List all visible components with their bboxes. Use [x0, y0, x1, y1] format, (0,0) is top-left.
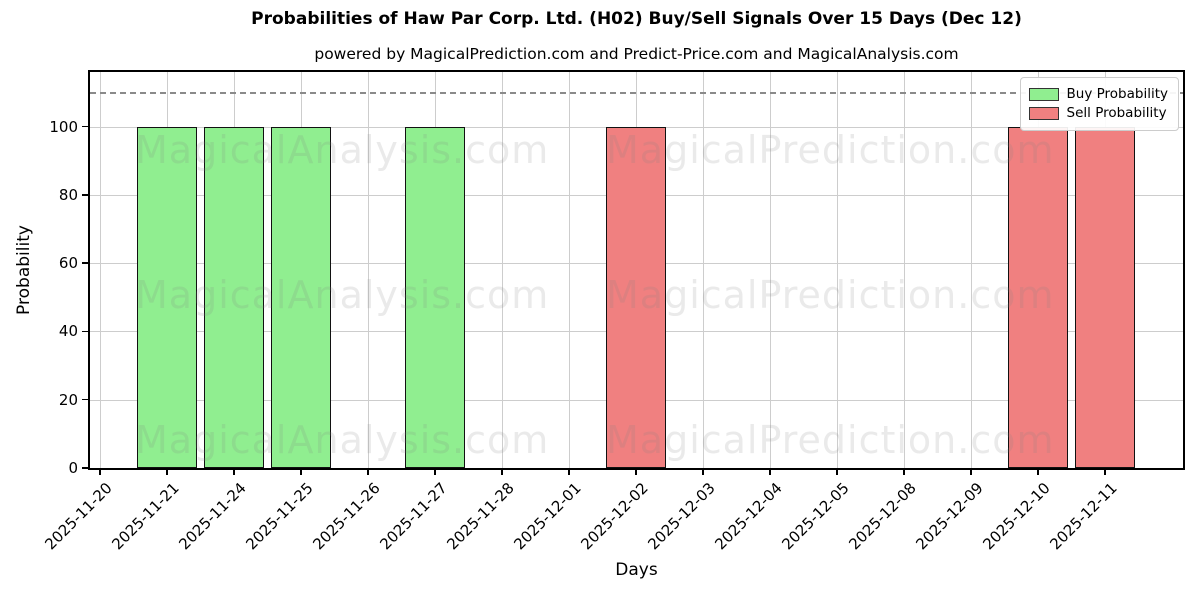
y-tick-label: 20: [58, 390, 78, 409]
y-tick-label: 80: [58, 185, 78, 204]
x-gridline: [502, 72, 503, 468]
watermark-text: MagicalPrediction.com: [606, 273, 1055, 317]
x-gridline: [837, 72, 838, 468]
x-tick-mark: [903, 470, 905, 475]
y-tick-label: 60: [58, 254, 78, 273]
bar: [1075, 126, 1135, 468]
x-tick-mark: [233, 470, 235, 475]
watermark-text: MagicalAnalysis.com: [135, 418, 550, 462]
y-tick-mark: [82, 467, 88, 469]
x-tick-mark: [769, 470, 771, 475]
x-tick-mark: [970, 470, 972, 475]
sell-probability-swatch: [1028, 106, 1059, 120]
watermark-text: MagicalPrediction.com: [606, 418, 1055, 462]
y-tick-label: 40: [58, 322, 78, 341]
x-gridline: [971, 72, 972, 468]
x-gridline: [904, 72, 905, 468]
x-gridline: [569, 72, 570, 468]
legend: Buy Probability Sell Probability: [1019, 77, 1179, 131]
x-tick-mark: [836, 470, 838, 475]
plot-area: Buy Probability Sell Probability Magical…: [88, 70, 1185, 470]
bar: [204, 126, 264, 468]
x-tick-mark: [702, 470, 704, 475]
x-gridline: [770, 72, 771, 468]
threshold-line: [90, 92, 1183, 94]
legend-label-buy: Buy Probability: [1066, 86, 1168, 102]
x-tick-mark: [501, 470, 503, 475]
bar: [606, 126, 666, 468]
bar: [1008, 126, 1068, 468]
x-tick-mark: [99, 470, 101, 475]
x-tick-mark: [1104, 470, 1106, 475]
watermark-text: MagicalAnalysis.com: [135, 273, 550, 317]
bar: [405, 126, 465, 468]
chart-subtitle: powered by MagicalPrediction.com and Pre…: [314, 45, 959, 63]
y-tick-mark: [82, 398, 88, 401]
x-tick-mark: [434, 470, 436, 475]
bar: [271, 126, 331, 468]
y-tick-mark: [82, 330, 88, 333]
x-tick-mark: [1037, 470, 1039, 475]
buy-probability-swatch: [1028, 87, 1059, 101]
chart-title: Probabilities of Haw Par Corp. Ltd. (H02…: [251, 9, 1022, 29]
x-tick-mark: [635, 470, 637, 475]
x-tick-mark: [367, 470, 369, 475]
legend-entry-sell: Sell Probability: [1028, 105, 1168, 121]
legend-entry-buy: Buy Probability: [1028, 86, 1168, 102]
y-tick-mark: [82, 125, 88, 128]
x-gridline: [368, 72, 369, 468]
bar: [137, 126, 197, 468]
x-tick-mark: [568, 470, 570, 475]
x-tick-mark: [300, 470, 302, 475]
watermark-text: MagicalPrediction.com: [606, 128, 1055, 172]
y-tick-label: 0: [68, 459, 78, 477]
x-axis-label: Days: [615, 560, 658, 580]
y-tick-mark: [82, 194, 88, 196]
legend-label-sell: Sell Probability: [1066, 105, 1167, 121]
x-tick-mark: [166, 470, 168, 475]
y-tick-label: 100: [49, 117, 78, 136]
x-gridline: [703, 72, 704, 468]
y-tick-mark: [82, 262, 88, 264]
x-gridline: [100, 72, 101, 468]
plot-inner: Buy Probability Sell Probability Magical…: [90, 72, 1183, 468]
watermark-text: MagicalAnalysis.com: [135, 128, 550, 172]
